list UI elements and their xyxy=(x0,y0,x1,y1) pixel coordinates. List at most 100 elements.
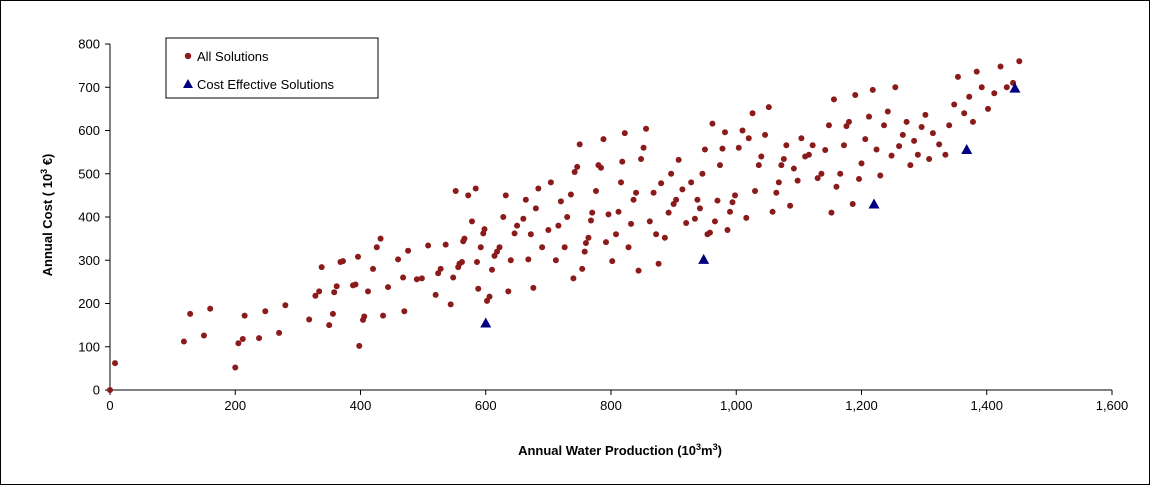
data-point-all-solutions xyxy=(437,265,444,272)
data-point-all-solutions xyxy=(511,230,518,237)
data-point-all-solutions xyxy=(661,234,668,241)
data-point-all-solutions xyxy=(458,258,465,265)
data-point-all-solutions xyxy=(877,172,884,179)
data-point-all-solutions xyxy=(780,156,787,163)
data-point-all-solutions xyxy=(241,312,248,319)
data-point-all-solutions xyxy=(773,189,780,196)
data-point-all-solutions xyxy=(461,235,468,242)
data-point-all-solutions xyxy=(514,222,521,229)
data-point-all-solutions xyxy=(638,156,645,163)
data-point-all-solutions xyxy=(694,196,701,203)
data-point-all-solutions xyxy=(405,247,412,254)
data-point-all-solutions xyxy=(946,122,953,129)
data-point-all-solutions xyxy=(926,156,933,163)
data-point-all-solutions xyxy=(899,131,906,138)
data-point-all-solutions xyxy=(726,208,733,215)
data-point-all-solutions xyxy=(481,226,488,233)
data-point-all-solutions xyxy=(450,274,457,281)
data-point-all-solutions xyxy=(545,226,552,233)
data-point-all-solutions xyxy=(107,387,113,393)
data-point-all-solutions xyxy=(966,93,973,100)
data-point-all-solutions xyxy=(262,308,269,315)
data-point-all-solutions xyxy=(306,316,313,323)
x-tick-label: 400 xyxy=(350,398,372,413)
data-point-all-solutions xyxy=(365,288,372,295)
data-point-all-solutions xyxy=(597,164,604,171)
data-point-all-solutions xyxy=(696,205,703,212)
data-point-all-solutions xyxy=(539,244,546,251)
data-point-all-solutions xyxy=(235,340,242,347)
data-point-all-solutions xyxy=(755,162,762,169)
data-point-all-solutions xyxy=(679,186,686,193)
data-point-all-solutions xyxy=(721,129,728,136)
data-point-all-solutions xyxy=(633,189,640,196)
y-tick-label: 100 xyxy=(78,339,100,354)
data-point-all-solutions xyxy=(869,86,876,93)
data-point-all-solutions xyxy=(849,201,856,208)
data-point-cost-effective xyxy=(1009,82,1021,93)
data-point-all-solutions xyxy=(881,122,888,129)
y-tick-label: 0 xyxy=(93,383,100,398)
y-tick-label: 500 xyxy=(78,166,100,181)
data-point-all-solutions xyxy=(256,335,263,342)
data-point-all-solutions xyxy=(400,274,407,281)
data-point-all-solutions xyxy=(621,130,628,137)
data-point-all-solutions xyxy=(628,220,635,227)
x-tick-label: 1,200 xyxy=(845,398,878,413)
data-point-all-solutions xyxy=(852,92,859,99)
data-point-all-solutions xyxy=(525,256,532,263)
data-point-all-solutions xyxy=(769,208,776,215)
data-point-all-solutions xyxy=(418,275,425,282)
data-point-all-solutions xyxy=(329,310,336,317)
data-point-all-solutions xyxy=(377,235,384,242)
data-point-all-solutions xyxy=(735,144,742,151)
data-point-all-solutions xyxy=(567,191,574,198)
data-point-all-solutions xyxy=(855,175,862,182)
data-point-all-solutions xyxy=(602,239,609,246)
data-point-all-solutions xyxy=(520,215,527,222)
data-point-all-solutions xyxy=(571,169,578,176)
data-point-all-solutions xyxy=(794,177,801,184)
data-point-all-solutions xyxy=(973,68,980,75)
data-point-all-solutions xyxy=(951,101,958,108)
data-point-all-solutions xyxy=(609,258,616,265)
data-point-all-solutions xyxy=(739,127,746,134)
data-point-all-solutions xyxy=(361,313,368,320)
data-point-all-solutions xyxy=(200,332,207,339)
data-point-all-solutions xyxy=(714,197,721,204)
data-point-all-solutions xyxy=(318,264,325,271)
data-point-all-solutions xyxy=(922,111,929,118)
x-tick-label: 1,600 xyxy=(1096,398,1129,413)
data-point-all-solutions xyxy=(316,288,323,295)
data-point-all-solutions xyxy=(985,105,992,112)
data-point-all-solutions xyxy=(582,239,589,246)
data-point-all-solutions xyxy=(527,231,534,238)
data-point-all-solutions xyxy=(522,196,529,203)
data-point-all-solutions xyxy=(564,214,571,220)
x-axis-title: Annual Water Production (103m3) xyxy=(518,442,722,458)
data-point-all-solutions xyxy=(778,162,785,169)
data-point-all-solutions xyxy=(758,153,765,160)
data-point-all-solutions xyxy=(535,185,542,192)
data-point-all-solutions xyxy=(432,291,439,298)
data-point-all-solutions xyxy=(825,122,832,129)
data-point-all-solutions xyxy=(646,218,653,225)
legend-marker-cost-effective-solutions xyxy=(183,79,193,88)
data-point-all-solutions xyxy=(640,144,647,151)
data-point-all-solutions xyxy=(232,364,239,371)
data-point-all-solutions xyxy=(765,104,772,111)
data-point-all-solutions xyxy=(547,179,554,186)
data-point-all-solutions xyxy=(866,113,873,120)
data-point-all-solutions xyxy=(762,131,769,138)
data-point-all-solutions xyxy=(112,360,119,367)
data-point-all-solutions xyxy=(752,188,759,195)
data-point-all-solutions xyxy=(673,196,680,203)
data-point-all-solutions xyxy=(613,231,620,238)
data-point-all-solutions xyxy=(282,302,289,309)
data-point-all-solutions xyxy=(822,146,829,153)
data-point-all-solutions xyxy=(724,226,731,233)
data-point-all-solutions xyxy=(918,124,925,131)
legend-marker-all-solutions xyxy=(184,52,192,60)
y-ticks: 0 100 200 300 400 500 600 700 800 xyxy=(78,37,110,398)
data-point-all-solutions xyxy=(486,293,493,300)
